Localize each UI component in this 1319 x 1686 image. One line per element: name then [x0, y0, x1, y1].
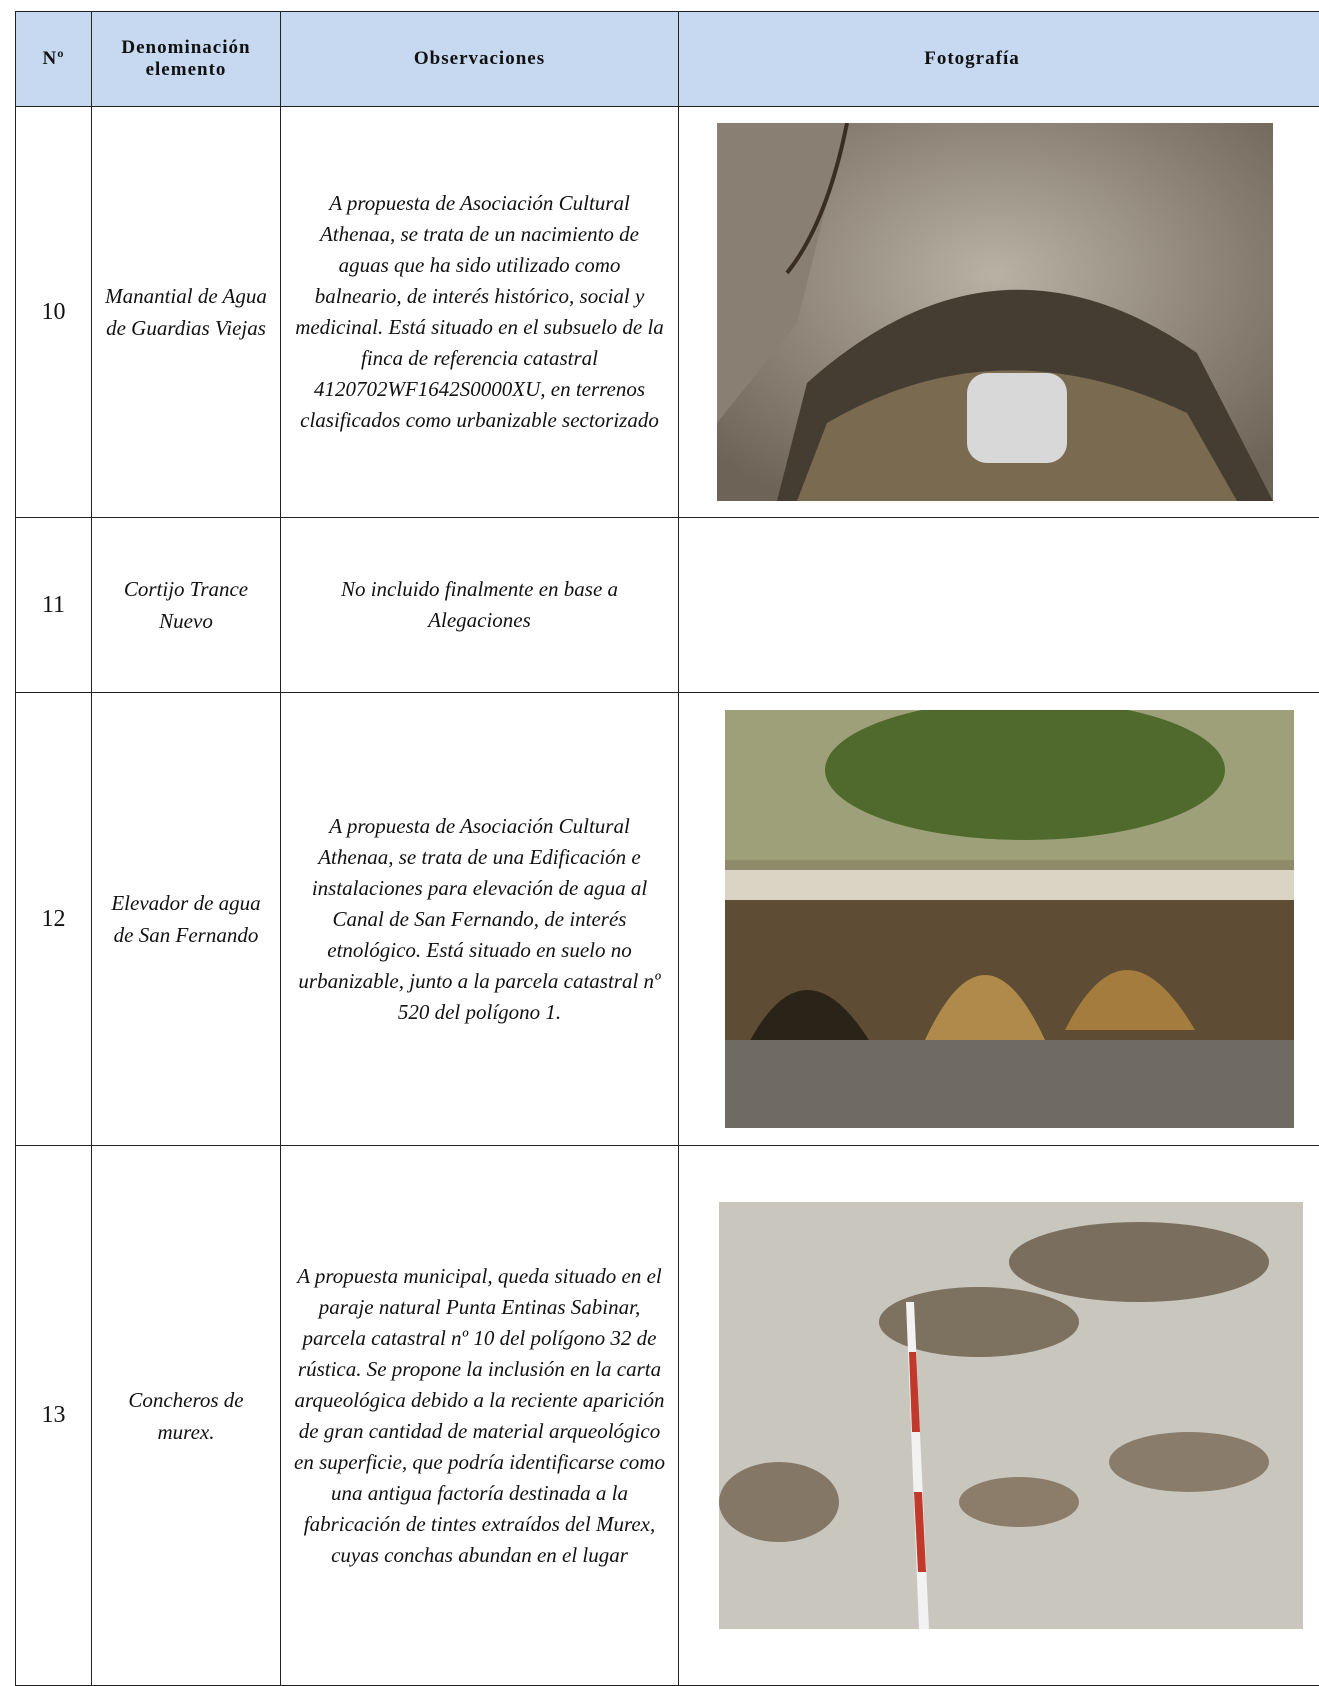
photo — [717, 123, 1273, 501]
header-row: Nº Denominación elemento Observaciones F… — [16, 12, 1319, 107]
photo — [719, 1202, 1303, 1629]
row-number: 10 — [16, 107, 92, 518]
row: 10 Manantial de Agua de Guardias Viejas … — [16, 107, 1319, 518]
row: 11 Cortijo Trance Nuevo No incluido fina… — [16, 518, 1319, 693]
header-cell: Nº — [16, 12, 92, 107]
header-cell: Fotografía — [679, 12, 1319, 107]
row: 12 Elevador de agua de San Fernando A pr… — [16, 693, 1319, 1146]
photo-cell — [679, 1146, 1319, 1686]
row-number: 12 — [16, 693, 92, 1146]
observations: A propuesta de Asociación Cultural Athen… — [281, 107, 679, 518]
observations: A propuesta municipal, queda situado en … — [281, 1146, 679, 1686]
photo-cell — [679, 693, 1319, 1146]
observations: A propuesta de Asociación Cultural Athen… — [281, 693, 679, 1146]
photo-cell — [679, 107, 1319, 518]
photo-cell — [679, 518, 1319, 693]
header-cell: Observaciones — [281, 12, 679, 107]
observations: No incluido finalmente en base a Alegaci… — [281, 518, 679, 693]
photo — [725, 710, 1294, 1128]
element-name: Manantial de Agua de Guardias Viejas — [92, 107, 281, 518]
elements-table: Nº Denominación elemento Observaciones F… — [15, 11, 1319, 1686]
element-name: Cortijo Trance Nuevo — [92, 518, 281, 693]
row-number: 13 — [16, 1146, 92, 1686]
header-cell: Denominación elemento — [92, 12, 281, 107]
page: {"header": {"no": "Nº", "name": "Denomin… — [0, 0, 1319, 1651]
element-name: Elevador de agua de San Fernando — [92, 693, 281, 1146]
row-number: 11 — [16, 518, 92, 693]
element-name: Concheros de murex. — [92, 1146, 281, 1686]
row: 13 Concheros de murex. A propuesta munic… — [16, 1146, 1319, 1686]
